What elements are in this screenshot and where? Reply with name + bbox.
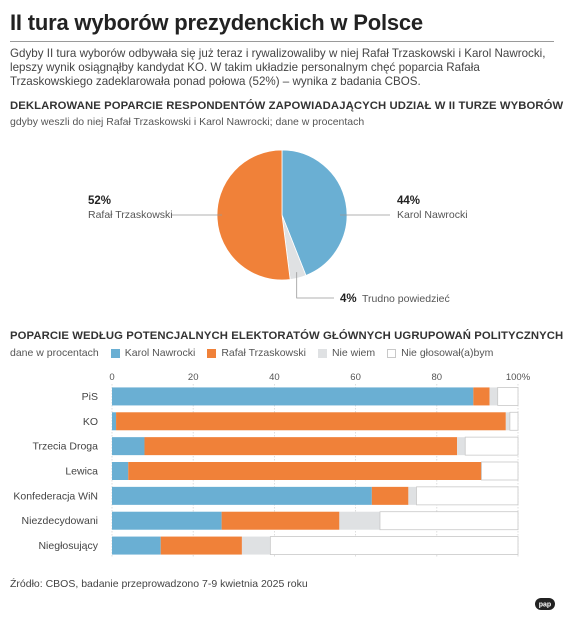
bar-nie-wiem xyxy=(339,511,380,530)
x-tick-label: 100% xyxy=(506,372,531,383)
title-divider xyxy=(10,41,554,42)
bar-nawrocki xyxy=(112,437,145,456)
category-label: Lewica xyxy=(65,466,98,478)
pap-logo: pap xyxy=(535,598,555,610)
pie-chart-title: DEKLAROWANE POPARCIE RESPONDENTÓW ZAPOWI… xyxy=(10,100,564,112)
pie-label-trudno-name: Trudno powiedzieć xyxy=(362,293,450,305)
legend-label: Nie głosował(a)bym xyxy=(401,347,494,359)
category-label: Niezdecydowani xyxy=(22,515,98,527)
bar-nie-glosowal xyxy=(497,387,519,406)
bar-nie-wiem xyxy=(457,437,466,456)
bar-units-label: dane w procentach xyxy=(10,347,99,359)
pie-label-nawrocki-name: Karol Nawrocki xyxy=(397,209,468,221)
legend-label: Karol Nawrocki xyxy=(124,347,196,359)
legend-item-nawrocki: Karol Nawrocki xyxy=(110,347,196,359)
legend-item-trzaskowski: Rafał Trzaskowski xyxy=(207,347,306,359)
bar-trzaskowski xyxy=(116,412,506,431)
legend-swatch xyxy=(207,348,217,358)
intro-text: Gdyby II tura wyborów odbywała się już t… xyxy=(10,47,546,88)
bar-nawrocki xyxy=(112,486,372,505)
x-tick-label: 40 xyxy=(269,372,280,383)
bar-nawrocki xyxy=(112,511,222,530)
bar-chart-title: POPARCIE WEDŁUG POTENCJALNYCH ELEKTORATÓ… xyxy=(10,330,564,342)
bar-nawrocki xyxy=(112,387,474,406)
bar-nie-wiem xyxy=(408,486,417,505)
category-label: Niegłosujący xyxy=(38,540,98,552)
bar-nie-wiem xyxy=(241,536,271,555)
bar-nawrocki xyxy=(112,412,117,431)
bar-trzaskowski xyxy=(128,462,482,480)
bar-nie-glosowal xyxy=(416,486,519,506)
bar-nie-glosowal xyxy=(481,461,519,481)
bar-nawrocki xyxy=(112,536,161,555)
bar-nie-wiem xyxy=(489,387,498,406)
x-tick-label: 0 xyxy=(109,372,114,383)
pie-chart-subtitle: gdyby weszli do niej Rafał Trzaskowski i… xyxy=(10,116,365,128)
legend-item-nie-wiem: Nie wiem xyxy=(317,347,376,359)
pie-label-trudno-value: 4% xyxy=(340,293,357,305)
bar-trzaskowski xyxy=(160,536,242,555)
bar-legend: dane w procentach Karol Nawrocki Rafał T… xyxy=(10,347,493,359)
source-note: Źródło: CBOS, badanie przeprowadzono 7-9… xyxy=(10,578,308,590)
legend-label: Nie wiem xyxy=(331,347,376,359)
bar-nie-wiem xyxy=(505,412,510,431)
bar-nie-glosowal xyxy=(464,436,519,456)
x-tick-label: 20 xyxy=(188,372,199,383)
bar-chart: 0 20 40 60 80 100% PiS KO Trzecia Droga Lewica Kon… xyxy=(13,372,531,558)
bar-nie-glosowal xyxy=(509,411,519,431)
category-label: KO xyxy=(83,416,98,428)
svg-text:pap: pap xyxy=(539,602,551,609)
category-label: Konfederacja WiN xyxy=(13,490,98,502)
bar-trzaskowski xyxy=(144,437,458,456)
legend-item-nie-glosowal: Nie głosował(a)bym xyxy=(387,347,493,359)
category-label: Trzecia Droga xyxy=(32,441,98,453)
pie-slice-nawrocki xyxy=(281,149,348,276)
bar-nawrocki xyxy=(112,462,129,480)
bar-nie-glosowal xyxy=(269,536,519,555)
bar-trzaskowski xyxy=(473,387,490,406)
x-tick-label: 80 xyxy=(432,372,443,383)
page-title: II tura wyborów prezydenckich w Polsce xyxy=(10,10,423,35)
legend-swatch xyxy=(317,348,327,358)
pie-leader-trudno xyxy=(296,272,334,299)
pie-label-trzaskowski-value: 52% xyxy=(88,195,111,207)
bar-trzaskowski xyxy=(221,511,340,530)
pie-label-trzaskowski-name: Rafał Trzaskowski xyxy=(88,209,173,221)
pie-label-nawrocki-value: 44% xyxy=(397,195,420,207)
category-label: PiS xyxy=(82,391,98,403)
legend-label: Rafał Trzaskowski xyxy=(221,347,306,359)
legend-swatch xyxy=(110,348,120,358)
x-tick-label: 60 xyxy=(350,372,361,383)
legend-swatch xyxy=(387,348,397,358)
pie-chart: 52% Rafał Trzaskowski 44% Karol Nawrocki 4% T… xyxy=(88,149,468,305)
pie-slice-trzaskowski xyxy=(216,149,291,281)
bar-nie-glosowal xyxy=(379,511,519,531)
bar-trzaskowski xyxy=(371,486,409,505)
